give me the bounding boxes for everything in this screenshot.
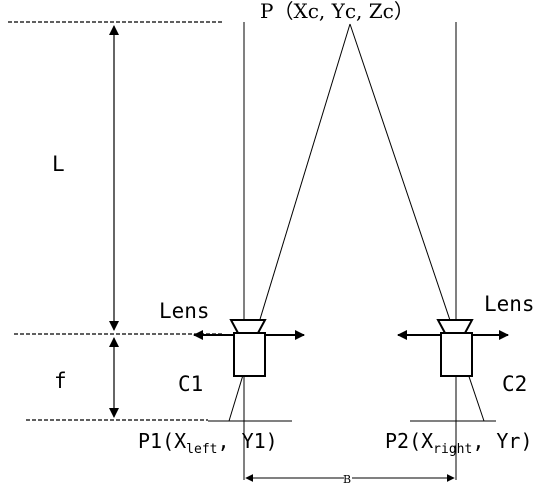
p1-suffix: , Y1)	[217, 429, 277, 453]
p2-suffix: , Yr)	[472, 429, 532, 453]
p1-subscript: left	[186, 442, 217, 457]
p2-prefix: P2(X	[385, 429, 433, 453]
camera-right-label: C2	[502, 372, 527, 396]
point-p-label: P（Xc, Yc, Zc）	[260, 0, 414, 23]
lens-right-label: Lens	[484, 292, 535, 316]
p1-prefix: P1(X	[138, 429, 186, 453]
p1-label: P1(Xleft, Y1)	[138, 429, 278, 457]
p2-subscript: right	[433, 442, 472, 457]
focal-f-label: f	[54, 369, 67, 393]
lens-left-label: Lens	[159, 299, 210, 323]
camera-left-icon	[229, 319, 267, 377]
p2-label: P2(Xright, Yr)	[385, 429, 533, 457]
distance-l-label: L	[52, 152, 65, 176]
camera-left-label: C1	[178, 372, 203, 396]
camera-right-icon	[436, 319, 474, 377]
baseline-b-label: B	[343, 473, 351, 486]
